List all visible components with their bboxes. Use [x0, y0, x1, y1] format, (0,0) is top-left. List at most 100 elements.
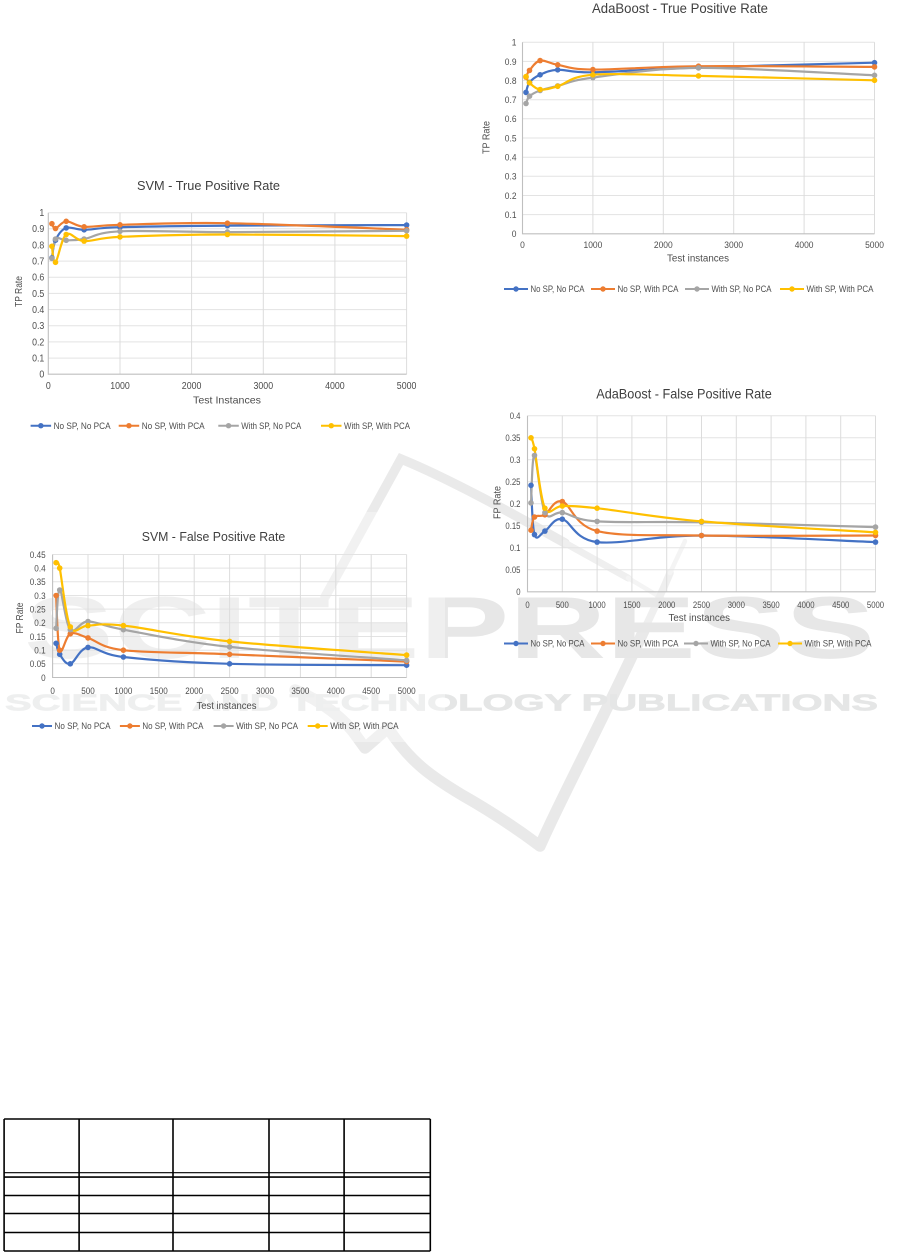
svg-text:No SP, No PCA: No SP, No PCA	[55, 721, 111, 732]
svg-text:With SP, With PCA: With SP, With PCA	[807, 284, 874, 294]
svg-text:2500: 2500	[693, 600, 710, 610]
svg-text:With SP, With PCA: With SP, With PCA	[330, 721, 399, 732]
svg-text:AdaBoost - False Positive Rate: AdaBoost - False Positive Rate	[596, 386, 772, 402]
svg-text:5000: 5000	[397, 381, 417, 392]
svg-text:0.4: 0.4	[32, 305, 45, 316]
svg-text:4000: 4000	[797, 600, 814, 610]
svg-text:0.35: 0.35	[505, 433, 520, 443]
svg-text:0.5: 0.5	[505, 133, 517, 144]
svg-text:2000: 2000	[658, 600, 675, 610]
svg-text:3000: 3000	[254, 381, 274, 392]
svg-text:0.05: 0.05	[505, 565, 520, 575]
svg-text:1000: 1000	[589, 600, 606, 610]
svg-text:Test instances: Test instances	[197, 701, 257, 712]
svg-text:1000: 1000	[584, 240, 603, 251]
svg-text:0: 0	[39, 370, 44, 381]
svg-text:0.4: 0.4	[510, 411, 521, 421]
svg-text:3000: 3000	[256, 686, 274, 696]
svg-text:With SP, With PCA: With SP, With PCA	[805, 639, 872, 649]
svg-text:0: 0	[520, 240, 525, 251]
svg-text:With SP, No PCA: With SP, No PCA	[241, 421, 302, 431]
svg-text:0.9: 0.9	[32, 224, 45, 235]
svg-text:With SP, No PCA: With SP, No PCA	[711, 639, 771, 649]
svg-text:3000: 3000	[728, 600, 745, 610]
svg-text:0.1: 0.1	[32, 353, 45, 364]
svg-text:3500: 3500	[763, 600, 780, 610]
svg-text:0.25: 0.25	[505, 477, 520, 487]
svg-text:5000: 5000	[865, 240, 884, 251]
svg-text:1: 1	[512, 38, 517, 49]
svg-text:No SP, No PCA: No SP, No PCA	[54, 421, 112, 431]
svg-text:No SP, With PCA: No SP, With PCA	[618, 284, 679, 294]
svg-text:0.15: 0.15	[30, 632, 46, 642]
svg-text:4000: 4000	[325, 381, 345, 392]
svg-text:0.35: 0.35	[30, 577, 46, 587]
svg-text:2000: 2000	[185, 686, 203, 696]
svg-text:4500: 4500	[832, 600, 849, 610]
svg-text:TP Rate: TP Rate	[482, 121, 493, 154]
svg-text:0.7: 0.7	[505, 95, 517, 106]
svg-text:0.25: 0.25	[30, 605, 46, 615]
svg-text:4000: 4000	[795, 240, 814, 251]
svg-text:No SP, With PCA: No SP, With PCA	[618, 639, 679, 649]
svg-text:0.9: 0.9	[505, 57, 517, 68]
svg-text:0.2: 0.2	[34, 618, 45, 628]
svg-text:0.05: 0.05	[30, 659, 46, 669]
svg-text:Test Instances: Test Instances	[193, 395, 261, 407]
svg-text:0: 0	[46, 381, 51, 392]
svg-text:FP Rate: FP Rate	[15, 602, 26, 633]
svg-text:0.6: 0.6	[505, 114, 517, 125]
svg-text:0.1: 0.1	[505, 210, 517, 221]
svg-text:0.2: 0.2	[510, 499, 521, 509]
svg-text:500: 500	[81, 686, 95, 696]
svg-text:With SP, No PCA: With SP, No PCA	[712, 284, 772, 294]
svg-text:0.4: 0.4	[505, 153, 517, 164]
svg-text:0.2: 0.2	[32, 337, 45, 348]
svg-text:0.2: 0.2	[505, 191, 517, 202]
svg-text:No SP, With PCA: No SP, With PCA	[142, 421, 206, 431]
svg-text:4500: 4500	[362, 686, 380, 696]
svg-text:3000: 3000	[724, 240, 743, 251]
svg-text:0.45: 0.45	[30, 550, 46, 560]
svg-text:0.15: 0.15	[505, 521, 520, 531]
svg-text:0.4: 0.4	[34, 564, 45, 574]
svg-text:0: 0	[516, 587, 520, 597]
svg-text:No SP, With PCA: No SP, With PCA	[142, 721, 203, 732]
svg-text:0.6: 0.6	[32, 273, 45, 284]
svg-text:SVM - True Positive Rate: SVM - True Positive Rate	[137, 178, 280, 193]
svg-text:1000: 1000	[114, 686, 132, 696]
svg-text:1500: 1500	[623, 600, 640, 610]
svg-text:4000: 4000	[327, 686, 345, 696]
svg-text:2000: 2000	[654, 240, 673, 251]
svg-text:No SP, No PCA: No SP, No PCA	[531, 284, 585, 294]
svg-text:0.3: 0.3	[34, 591, 45, 601]
svg-text:3500: 3500	[291, 686, 309, 696]
svg-text:SCIENCE AND TECHNOLOGY PUBLICA: SCIENCE AND TECHNOLOGY PUBLICATIONS	[5, 690, 878, 716]
svg-text:500: 500	[556, 600, 569, 610]
svg-text:No SP, No PCA: No SP, No PCA	[531, 639, 585, 649]
svg-text:AdaBoost - True Positive Rate: AdaBoost - True Positive Rate	[592, 0, 768, 16]
svg-text:0: 0	[525, 600, 529, 610]
svg-text:0.3: 0.3	[32, 321, 45, 332]
svg-text:FP Rate: FP Rate	[493, 486, 504, 519]
svg-text:1000: 1000	[110, 381, 130, 392]
svg-text:With SP, With PCA: With SP, With PCA	[344, 421, 411, 431]
svg-text:5000: 5000	[867, 600, 884, 610]
svg-text:0.3: 0.3	[510, 455, 521, 465]
svg-text:0.1: 0.1	[510, 543, 521, 553]
svg-text:0.1: 0.1	[34, 646, 45, 656]
svg-text:0: 0	[512, 229, 517, 240]
svg-text:2000: 2000	[182, 381, 202, 392]
svg-text:With SP, No PCA: With SP, No PCA	[236, 721, 299, 732]
svg-text:SVM - False Positive Rate: SVM - False Positive Rate	[142, 529, 286, 544]
svg-text:5000: 5000	[398, 686, 416, 696]
svg-text:TP Rate: TP Rate	[13, 276, 25, 307]
svg-text:0.3: 0.3	[505, 172, 517, 183]
svg-text:1500: 1500	[150, 686, 168, 696]
svg-text:0.8: 0.8	[505, 76, 517, 87]
svg-text:2500: 2500	[221, 686, 239, 696]
svg-text:0.5: 0.5	[32, 289, 45, 300]
svg-text:Test instances: Test instances	[667, 254, 729, 265]
svg-text:0: 0	[50, 686, 55, 696]
svg-text:0: 0	[41, 673, 46, 683]
